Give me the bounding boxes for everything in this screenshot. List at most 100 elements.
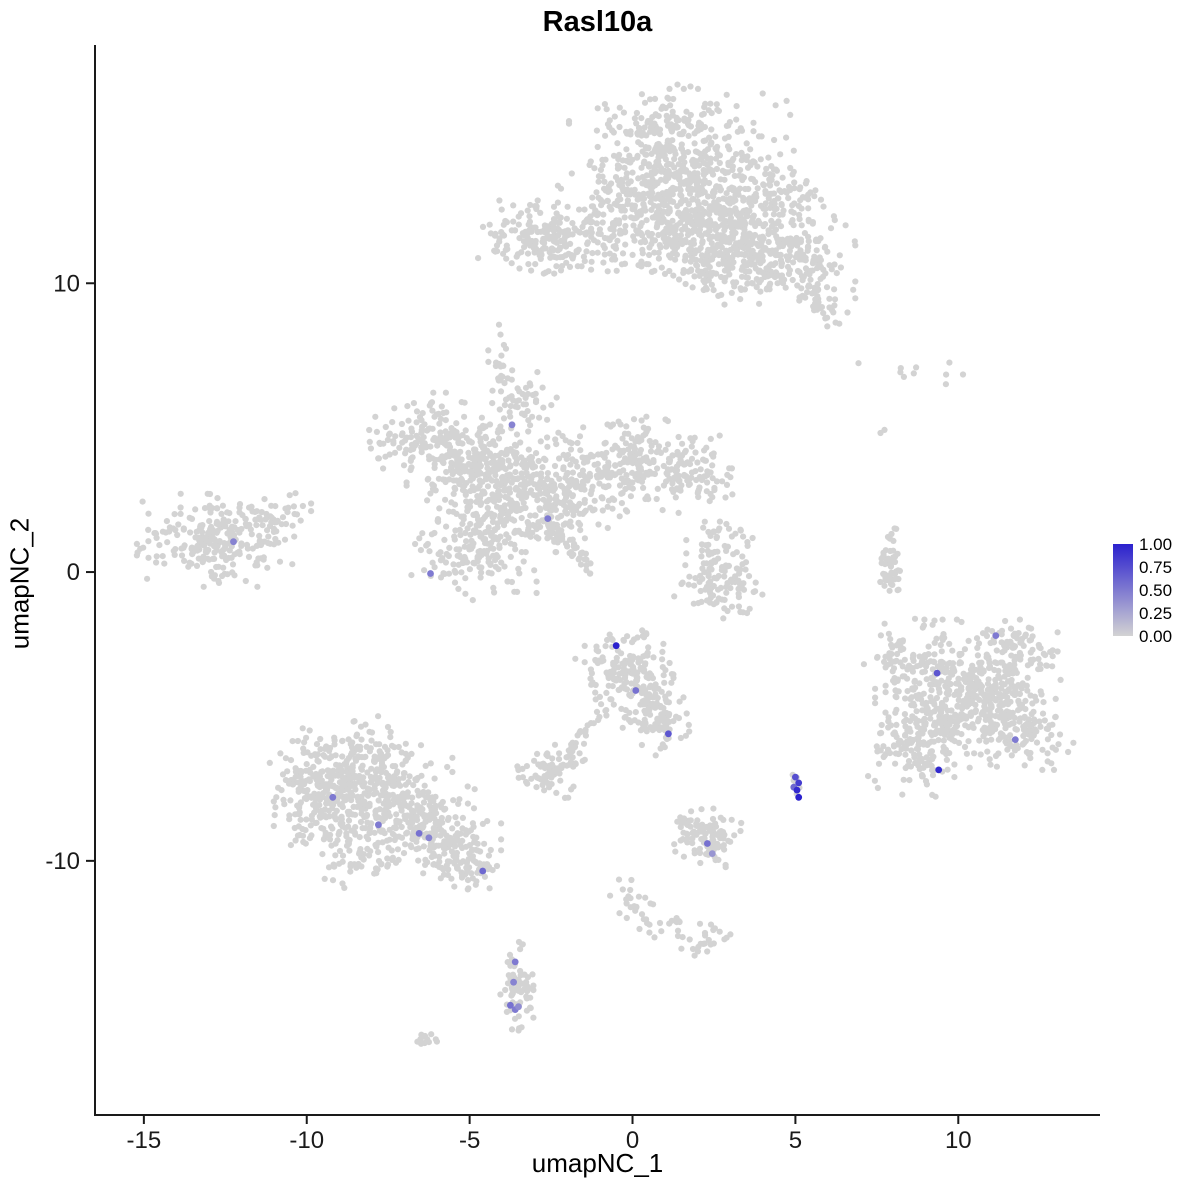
data-point <box>885 724 892 731</box>
data-point <box>673 117 681 124</box>
data-point <box>289 738 296 745</box>
data-point <box>1011 714 1018 722</box>
data-point <box>488 545 495 552</box>
data-point <box>604 268 611 275</box>
data-point <box>446 451 453 458</box>
data-point <box>747 146 754 153</box>
data-point <box>993 763 1001 770</box>
data-point <box>438 438 445 445</box>
data-point <box>485 358 492 365</box>
data-point <box>532 512 539 519</box>
data-point <box>812 237 820 245</box>
data-point <box>665 115 672 122</box>
data-point <box>560 521 567 528</box>
data-point <box>632 191 639 198</box>
data-point <box>268 514 275 521</box>
data-point <box>932 793 939 800</box>
data-point <box>651 725 658 732</box>
data-point <box>800 273 807 280</box>
data-point <box>589 250 596 257</box>
data-point <box>715 527 722 534</box>
data-point <box>680 179 688 186</box>
data-point <box>201 542 208 549</box>
data-point <box>766 176 773 183</box>
data-point <box>951 761 958 768</box>
data-point <box>256 532 263 540</box>
data-point <box>595 521 602 528</box>
data-point <box>933 705 940 712</box>
data-point <box>616 217 623 224</box>
data-point <box>501 402 508 409</box>
data-point <box>623 170 631 177</box>
data-point <box>236 551 243 558</box>
data-point <box>461 543 468 550</box>
data-point <box>544 535 551 542</box>
data-point <box>510 202 517 209</box>
data-point <box>642 687 649 694</box>
data-point <box>630 443 638 450</box>
data-point <box>498 206 505 213</box>
data-point <box>232 518 239 525</box>
data-point <box>940 631 947 638</box>
data-point <box>492 557 499 564</box>
data-point <box>893 721 900 729</box>
data-point <box>616 123 623 131</box>
data-point <box>578 550 585 557</box>
data-point <box>721 267 729 274</box>
data-point <box>721 168 729 176</box>
data-point <box>177 490 184 497</box>
data-point <box>833 270 840 277</box>
data-point <box>579 223 586 230</box>
data-point <box>602 132 609 139</box>
data-point <box>679 579 686 586</box>
data-point <box>918 658 926 665</box>
data-point <box>225 554 232 562</box>
data-point <box>721 135 729 142</box>
data-point <box>708 140 715 147</box>
data-point <box>706 586 714 593</box>
data-point <box>498 352 505 359</box>
data-point <box>671 164 678 171</box>
data-point <box>497 388 505 395</box>
data-point <box>463 538 470 545</box>
data-point <box>220 516 227 523</box>
data-point <box>557 185 565 192</box>
data-point <box>1013 726 1021 733</box>
data-point <box>504 477 511 484</box>
data-point <box>689 438 696 445</box>
data-point <box>156 542 163 549</box>
data-point <box>737 166 744 174</box>
data-point <box>610 220 617 227</box>
data-point <box>405 417 412 424</box>
data-point <box>974 644 981 652</box>
data-point <box>774 280 781 287</box>
data-point <box>831 296 839 303</box>
data-point <box>744 164 752 171</box>
data-point <box>500 221 507 228</box>
data-point <box>268 502 275 509</box>
data-point <box>938 658 945 666</box>
data-point <box>226 547 233 554</box>
data-point <box>877 730 884 737</box>
data-point <box>893 575 900 582</box>
data-point <box>234 526 241 534</box>
data-point <box>516 235 523 242</box>
data-point <box>663 243 670 250</box>
data-point <box>919 669 926 676</box>
data-point <box>1023 720 1030 728</box>
data-point <box>657 724 665 731</box>
data-point <box>527 512 534 519</box>
data-point <box>944 766 951 773</box>
data-point <box>815 286 822 294</box>
data-point <box>482 423 489 430</box>
data-point <box>638 741 646 749</box>
data-point <box>627 655 634 662</box>
data-point <box>1003 699 1010 706</box>
data-point <box>762 200 769 207</box>
data-point <box>777 223 785 230</box>
data-point <box>798 256 805 263</box>
data-point <box>571 743 579 751</box>
data-point <box>686 573 693 580</box>
data-point <box>453 420 460 427</box>
data-point <box>698 598 705 606</box>
